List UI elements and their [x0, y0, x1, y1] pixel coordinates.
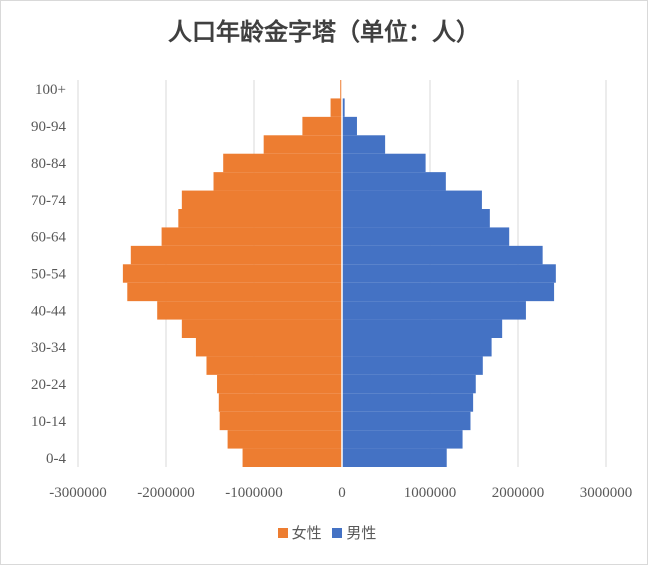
y-tick-label: 70-74 — [31, 193, 66, 209]
female-bar-0-4 — [242, 448, 342, 467]
male-bar-95-99 — [342, 98, 345, 117]
female-bar-30-34 — [195, 338, 342, 357]
x-tick-label: -3000000 — [49, 485, 107, 501]
male-bar-35-39 — [342, 319, 503, 338]
legend-label-female: 女性 — [291, 524, 322, 542]
female-bar-10-14 — [219, 411, 342, 431]
female-bar-65-69 — [178, 209, 342, 228]
y-tick-label: 50-54 — [31, 267, 66, 283]
y-tick-labels: 0-4 10-14 20-24 30-34 40-44 50-54 60-64 70-74 80… — [31, 82, 66, 467]
female-bar-55-59 — [130, 245, 342, 265]
female-bar-15-19 — [218, 393, 342, 412]
male-bar-15-19 — [342, 393, 474, 412]
y-tick-label: 0-4 — [46, 451, 66, 467]
female-bar-85-89 — [263, 135, 342, 154]
female-bar-25-29 — [206, 356, 342, 375]
male-bar-25-29 — [342, 356, 483, 375]
bars — [122, 80, 556, 467]
female-bar-50-54 — [122, 264, 342, 283]
female-bar-45-49 — [127, 282, 342, 302]
x-tick-label: 0 — [338, 485, 346, 501]
male-bar-10-14 — [342, 411, 471, 431]
x-tick-label: 2000000 — [492, 485, 545, 501]
female-bar-20-24 — [217, 374, 342, 394]
legend-swatch-female — [277, 528, 288, 538]
y-tick-label: 90-94 — [31, 119, 66, 135]
x-tick-labels: -3000000 -2000000 -1000000 0 1000000 2000000 3… — [49, 485, 632, 501]
y-tick-label: 80-84 — [31, 156, 66, 172]
female-bar-80-84 — [223, 153, 342, 173]
y-tick-label: 30-34 — [31, 340, 66, 356]
female-bar-75-79 — [213, 172, 342, 191]
y-tick-label: 100+ — [35, 82, 66, 98]
male-bar-80-84 — [342, 153, 426, 173]
x-tick-label: -1000000 — [225, 485, 283, 501]
male-bar-55-59 — [342, 245, 543, 265]
x-tick-label: 3000000 — [580, 485, 633, 501]
male-bar-85-89 — [342, 135, 386, 154]
male-bar-5-9 — [342, 430, 463, 449]
male-bar-20-24 — [342, 374, 476, 394]
chart-title: 人口年龄金字塔（单位：人） — [168, 17, 480, 46]
male-bar-70-74 — [342, 190, 482, 209]
female-bar-40-44 — [157, 301, 342, 320]
y-tick-label: 60-64 — [31, 230, 66, 246]
female-bar-90-94 — [302, 116, 342, 136]
male-bar-0-4 — [342, 448, 447, 467]
y-tick-label: 10-14 — [31, 414, 66, 430]
male-bar-60-64 — [342, 227, 510, 246]
female-bar-100+ — [340, 80, 342, 99]
y-tick-label: 20-24 — [31, 377, 66, 393]
female-bar-35-39 — [181, 319, 342, 338]
y-tick-label: 40-44 — [31, 303, 66, 319]
male-bar-50-54 — [342, 264, 556, 283]
x-tick-label: 1000000 — [404, 485, 457, 501]
male-bar-75-79 — [342, 172, 446, 191]
female-bar-95-99 — [330, 98, 342, 117]
male-bar-30-34 — [342, 338, 492, 357]
female-bar-70-74 — [181, 190, 342, 209]
male-bar-65-69 — [342, 209, 490, 228]
female-bar-60-64 — [161, 227, 342, 246]
legend-swatch-male — [332, 528, 343, 538]
legend-label-male: 男性 — [346, 524, 377, 542]
male-bar-90-94 — [342, 116, 357, 136]
female-bar-5-9 — [227, 430, 342, 449]
male-bar-45-49 — [342, 282, 555, 302]
male-bar-40-44 — [342, 301, 526, 320]
legend: 女性 男性 — [0, 522, 648, 543]
x-tick-label: -2000000 — [137, 485, 195, 501]
